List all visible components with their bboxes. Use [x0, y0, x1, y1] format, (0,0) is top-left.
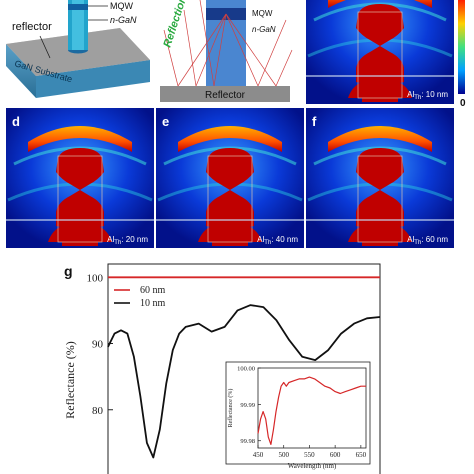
main-series-group: [107, 276, 381, 459]
reflector-label: reflector: [12, 21, 52, 33]
reflectance-chart: g 80 90 100 Reflectance (%) 60 nm 10 nm 45…: [63, 263, 381, 474]
field-map-f: f AlTh: 60 nm: [306, 108, 454, 248]
field-label-prefix: Al: [257, 235, 264, 244]
inset-axes: 450 500 550 600 650 99.98 99.99 100.00: [237, 366, 366, 460]
inset-x-tick-label: 600: [330, 451, 341, 459]
inset-series-group: [257, 376, 366, 445]
field-label-prefix: Al: [407, 235, 414, 244]
schematic-a: reflector MQW n-GaN GaN Substrate: [6, 0, 150, 98]
panel-letter-e: e: [162, 114, 169, 129]
colorbar: 0: [458, 0, 466, 109]
series-line-10-nm: [107, 304, 381, 459]
inset-x-tick-label: 450: [253, 451, 264, 459]
field-label-value: : 10 nm: [421, 90, 448, 99]
ngan-label-a: n-GaN: [110, 15, 137, 25]
inset-y-tick-label: 99.98: [240, 438, 255, 445]
inset-x-tick-label: 500: [278, 451, 289, 459]
field-label-prefix: Al: [107, 235, 114, 244]
field-label-value: : 60 nm: [421, 235, 448, 244]
ngan-label-b: n-GaN: [252, 25, 276, 34]
inset-plot-frame: [257, 367, 367, 449]
inset-x-tick-label: 550: [304, 451, 315, 459]
schematic-b: MQW n-GaN Reflection Reflector: [160, 0, 293, 102]
main-y-tick-label: 90: [92, 339, 104, 351]
svg-text:AlTh: 40 nm: AlTh: 40 nm: [257, 235, 298, 246]
main-y-axis-label: Reflectance (%): [63, 341, 77, 419]
field-label-value: : 20 nm: [121, 235, 148, 244]
legend-label-10nm: 10 nm: [140, 298, 166, 309]
main-y-tick-label: 100: [87, 272, 104, 284]
inset-y-tick-label: 99.99: [240, 402, 255, 409]
field-label-sub: Th: [114, 240, 121, 246]
colorbar-gradient: [458, 0, 465, 94]
svg-text:AlTh: 20 nm: AlTh: 20 nm: [107, 235, 148, 246]
field-label-sub: Th: [414, 240, 421, 246]
inset-x-axis-label: Wavelength (nm): [288, 462, 337, 470]
legend: 60 nm 10 nm: [114, 285, 166, 309]
colorbar-min-label: 0: [460, 98, 466, 109]
inset-chart: 450 500 550 600 650 99.98 99.99 100.00 Reflecta…: [225, 361, 371, 470]
panel-letter-g: g: [64, 263, 73, 279]
light-rays: [163, 0, 293, 87]
field-map-c: AlTh: 10 nm: [306, 0, 454, 104]
svg-text:AlTh: 10 nm: AlTh: 10 nm: [407, 90, 448, 101]
inset-x-tick-label: 650: [356, 451, 367, 459]
field-label-value: : 40 nm: [271, 235, 298, 244]
field-label-sub: Th: [414, 95, 421, 101]
main-plot-frame: [107, 263, 381, 474]
inset-y-tick-label: 100.00: [237, 366, 255, 373]
reflector-plate: [160, 86, 290, 102]
inset-y-axis-label: Reflectance (%): [227, 389, 234, 428]
inset-series-line: [257, 376, 366, 445]
svg-text:AlTh: 60 nm: AlTh: 60 nm: [407, 235, 448, 246]
field-map-d: d AlTh: 20 nm: [6, 108, 154, 248]
field-label-prefix: Al: [407, 90, 414, 99]
panel-letter-d: d: [12, 114, 20, 129]
nanowire: [68, 0, 88, 54]
mqw-label-a: MQW: [110, 1, 133, 11]
reflection-label: Reflection: [161, 0, 189, 49]
reflector-plate-label: Reflector: [205, 90, 246, 101]
main-y-tick-label: 80: [92, 405, 104, 417]
mqw-label-b: MQW: [252, 9, 273, 18]
field-label-sub: Th: [264, 240, 271, 246]
legend-label-60nm: 60 nm: [140, 285, 166, 296]
panel-letter-f: f: [312, 114, 317, 129]
field-map-e: e AlTh: 40 nm: [156, 108, 304, 248]
